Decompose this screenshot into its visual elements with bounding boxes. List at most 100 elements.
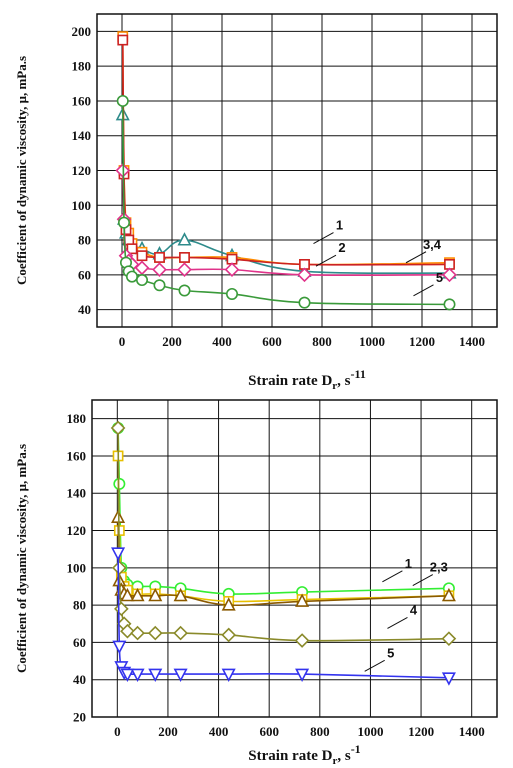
series-5 [111, 547, 456, 686]
y-tick-label: 20 [73, 710, 86, 725]
x-axis-label: Strain rate Dr, s-1 [248, 742, 360, 767]
data-point [152, 262, 167, 277]
y-tick-label: 120 [72, 163, 92, 178]
series-3 [117, 34, 455, 270]
data-point [112, 560, 127, 576]
x-tick-label: 200 [158, 724, 178, 739]
data-point [126, 270, 139, 283]
data-point [297, 267, 312, 283]
data-point [177, 262, 192, 277]
data-point [224, 262, 240, 277]
top-chart: 0 200 400 600 800 1000 1200 1400406080100120140… [14, 13, 498, 392]
data-point [441, 631, 457, 647]
series-1 [112, 421, 455, 600]
annotation-leader [387, 617, 408, 629]
data-point [294, 633, 310, 648]
data-point [173, 625, 188, 641]
data-point [443, 298, 456, 311]
series-5 [116, 94, 456, 311]
data-point [441, 672, 456, 686]
series-annotation: 2,3 [430, 560, 448, 575]
data-point [154, 252, 165, 263]
y-tick-label: 100 [67, 560, 87, 575]
data-point [298, 296, 311, 309]
data-point [173, 587, 188, 602]
x-tick-label: 400 [209, 724, 229, 739]
data-point [226, 287, 239, 300]
data-point [173, 668, 188, 683]
series-3 [111, 509, 456, 611]
y-tick-label: 40 [73, 672, 86, 687]
x-tick-label: 600 [259, 724, 279, 739]
data-point [117, 34, 129, 46]
x-tick-label: 0 [114, 724, 121, 739]
data-point [110, 420, 126, 436]
data-point [116, 94, 129, 107]
data-point [130, 625, 145, 641]
y-tick-label: 60 [78, 267, 91, 282]
y-tick-label: 60 [73, 635, 86, 650]
data-point [148, 668, 163, 683]
x-tick-label: 1400 [459, 724, 485, 739]
y-tick-label: 120 [67, 523, 87, 538]
y-tick-label: 180 [67, 411, 87, 426]
data-point [111, 547, 126, 561]
data-point [118, 216, 131, 229]
data-point [148, 587, 163, 602]
x-tick-label: 200 [162, 334, 182, 349]
series-2 [112, 450, 455, 607]
data-point [153, 279, 166, 292]
series-1 [115, 106, 457, 279]
x-axis-label: Strain rate Dr, s-11 [248, 367, 366, 392]
data-point [441, 587, 456, 602]
annotation-leader [313, 232, 334, 245]
data-point [120, 623, 135, 639]
data-point [112, 640, 127, 655]
plot-frame [91, 399, 498, 718]
y-axis-label: Coefficient of dynamic viscosity, μ, mPa… [14, 444, 29, 673]
data-point [130, 587, 145, 602]
x-tick-label: 1200 [408, 724, 434, 739]
plot-frame [96, 13, 498, 328]
annotation-leader [382, 570, 403, 583]
data-point [295, 668, 310, 683]
data-point [221, 627, 237, 643]
y-tick-label: 40 [78, 302, 91, 317]
y-tick-label: 100 [72, 198, 92, 213]
y-tick-label: 200 [72, 24, 92, 39]
data-point [177, 232, 192, 246]
data-point [120, 668, 135, 683]
data-point [295, 593, 310, 607]
x-tick-label: 1000 [359, 334, 385, 349]
y-tick-label: 160 [67, 448, 87, 463]
x-tick-label: 400 [212, 334, 232, 349]
y-tick-label: 80 [73, 598, 86, 613]
data-point [113, 477, 126, 490]
data-point [178, 284, 191, 297]
annotation-leader [315, 254, 337, 267]
x-tick-label: 1400 [459, 334, 485, 349]
x-tick-label: 0 [119, 334, 126, 349]
y-tick-label: 160 [72, 93, 92, 108]
data-point [179, 252, 190, 263]
y-tick-label: 140 [72, 128, 92, 143]
series-2 [117, 31, 455, 270]
x-tick-label: 1200 [409, 334, 435, 349]
data-point [136, 250, 148, 262]
data-point [136, 274, 149, 287]
x-tick-label: 800 [310, 724, 330, 739]
x-tick-label: 800 [312, 334, 332, 349]
data-point [147, 625, 163, 641]
data-point [442, 267, 457, 283]
annotation-leader [413, 284, 434, 297]
y-tick-label: 80 [78, 233, 91, 248]
series-annotation: 5 [387, 645, 394, 660]
series-annotation: 4 [410, 602, 418, 617]
series-annotation: 3,4 [423, 237, 442, 252]
data-point [120, 587, 135, 602]
series-annotation: 2 [338, 240, 345, 255]
series-annotation: 1 [405, 556, 412, 571]
series-annotation: 1 [336, 218, 343, 233]
annotation-leader [405, 251, 427, 264]
